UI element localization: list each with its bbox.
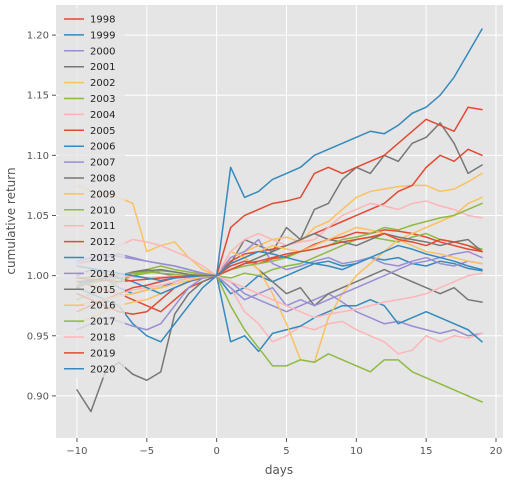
series-line-2014 [76, 250, 483, 307]
series-line-2008 [76, 256, 483, 307]
x-tick-label: 20 [490, 446, 503, 457]
series-line-2011 [76, 200, 483, 277]
x-tick-label: 15 [420, 446, 433, 457]
legend-label-2012: 2012 [90, 237, 115, 248]
y-tick-label: 1.10 [27, 151, 49, 162]
legend-label-2004: 2004 [90, 110, 115, 121]
legend-label-2000: 2000 [90, 46, 115, 57]
x-axis-label: days [265, 463, 293, 477]
series-line-1998 [76, 229, 483, 313]
series-line-2006 [76, 274, 483, 353]
y-tick-label: 0.90 [27, 391, 49, 402]
series-line-2010 [76, 270, 483, 403]
x-tick-label: −5 [139, 446, 154, 457]
x-tick-label: 5 [283, 446, 289, 457]
legend-label-2018: 2018 [90, 333, 115, 344]
y-tick-label: 0.95 [27, 331, 49, 342]
y-tick-label: 1.05 [27, 211, 49, 222]
series-line-2004 [76, 274, 483, 355]
legend-label-2002: 2002 [90, 78, 115, 89]
legend-label-2009: 2009 [90, 189, 115, 200]
legend-label-1999: 1999 [90, 30, 115, 41]
legend-label-2003: 2003 [90, 94, 115, 105]
y-tick-label: 1.00 [27, 271, 49, 282]
grid-lines [56, 5, 503, 438]
legend-label-1998: 1998 [90, 15, 115, 26]
legend: 1998 1999 2000 2001 2002 2003 2004 2005 2006 2007… [59, 8, 125, 378]
y-tick-label: 1.15 [27, 91, 49, 102]
axis-ticks: −10 −5 0 5 10 15 20 0.90 0.95 1.00 1.05 1.10 1.15 1.2… [27, 31, 503, 457]
series-line-2017 [76, 202, 483, 279]
legend-label-2005: 2005 [90, 126, 115, 137]
legend-label-2010: 2010 [90, 205, 115, 216]
series-lines [76, 28, 483, 413]
legend-label-2001: 2001 [90, 62, 115, 73]
x-tick-label: 0 [213, 446, 219, 457]
legend-label-2006: 2006 [90, 142, 115, 153]
series-line-2002 [76, 172, 483, 277]
series-line-2016 [76, 226, 483, 307]
legend-label-2015: 2015 [90, 285, 115, 296]
series-line-2015 [76, 232, 483, 283]
legend-label-2007: 2007 [90, 158, 115, 169]
legend-label-2020: 2020 [90, 364, 115, 375]
y-axis-label: cumulative return [4, 167, 18, 274]
legend-box [59, 8, 125, 378]
series-line-2009 [76, 196, 483, 363]
legend-label-2019: 2019 [90, 348, 115, 359]
series-line-2020 [76, 244, 483, 282]
series-line-2013 [76, 28, 483, 295]
series-line-2012 [76, 106, 483, 313]
legend-label-2017: 2017 [90, 317, 115, 328]
series-line-2007 [76, 238, 483, 331]
legend-label-2013: 2013 [90, 253, 115, 264]
legend-label-2016: 2016 [90, 301, 115, 312]
y-tick-label: 1.20 [27, 31, 49, 42]
x-tick-label: 10 [350, 446, 363, 457]
legend-label-2014: 2014 [90, 269, 115, 280]
legend-label-2008: 2008 [90, 174, 115, 185]
legend-label-2011: 2011 [90, 221, 115, 232]
x-tick-label: −10 [66, 446, 87, 457]
series-line-2001 [76, 122, 483, 413]
